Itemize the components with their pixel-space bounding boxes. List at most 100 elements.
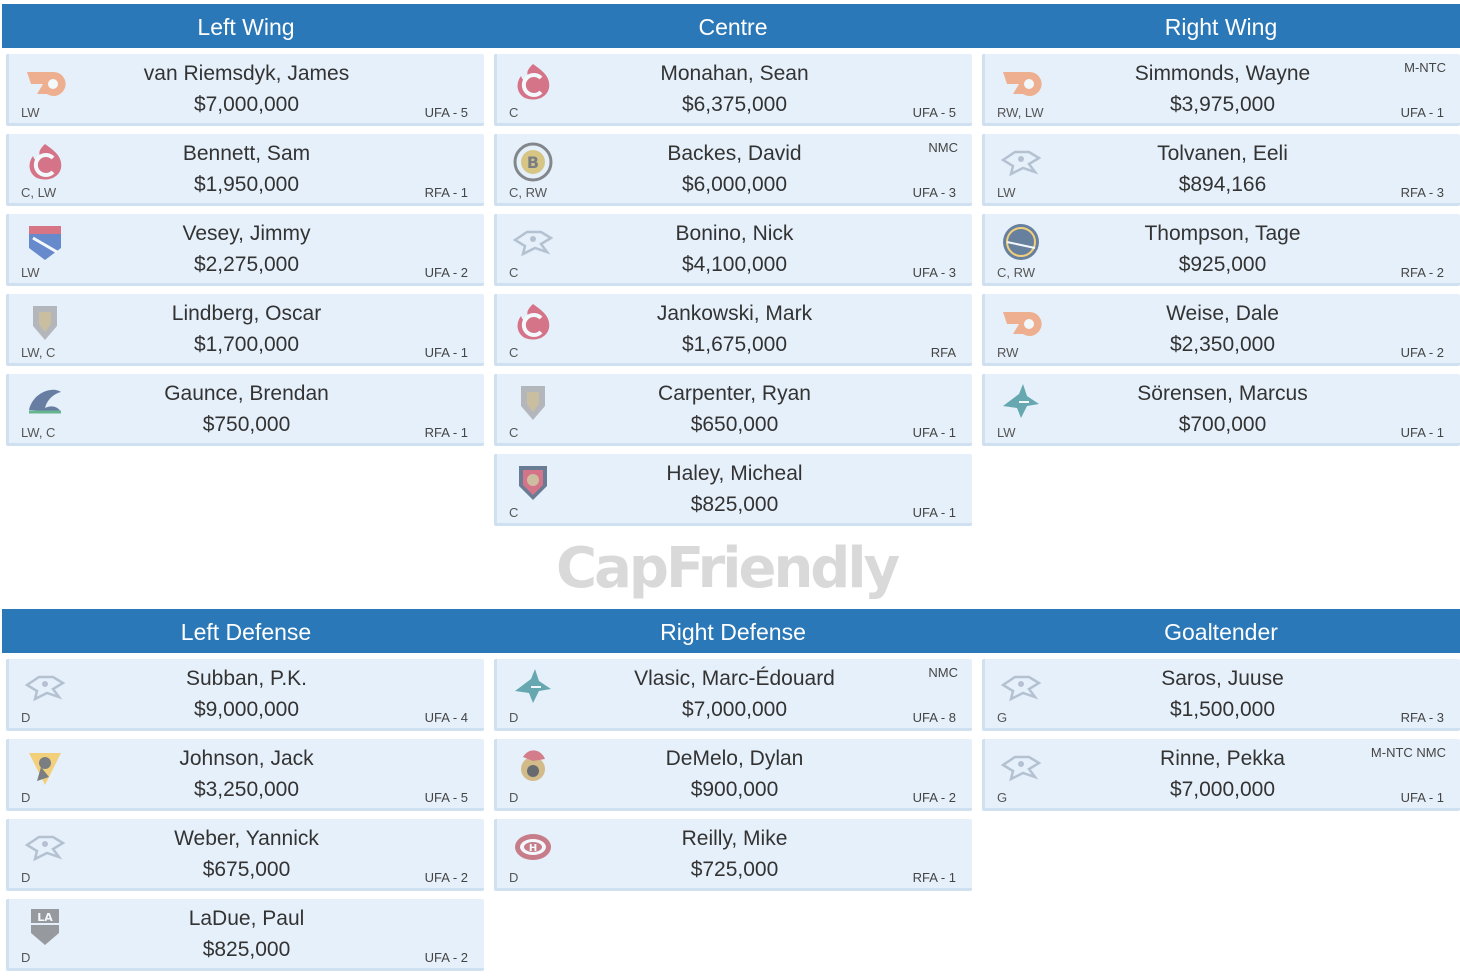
player-name[interactable]: Bonino, Nick: [675, 222, 794, 245]
player-position: RW: [997, 345, 1019, 360]
flyers-logo-icon: [999, 62, 1043, 102]
player-card[interactable]: RW Weise, Dale $2,350,000 UFA - 2: [982, 294, 1460, 366]
player-position: LW, C: [21, 345, 56, 360]
player-name[interactable]: Carpenter, Ryan: [658, 382, 811, 405]
player-card[interactable]: C, RW Thompson, Tage $925,000 RFA - 2: [982, 214, 1460, 286]
player-salary: $675,000: [202, 858, 291, 881]
player-name[interactable]: DeMelo, Dylan: [665, 747, 804, 770]
player-name[interactable]: Simmonds, Wayne: [1134, 62, 1311, 85]
player-position: G: [997, 710, 1008, 725]
flyers-logo-icon: [23, 62, 67, 102]
player-card[interactable]: D Vlasic, Marc-Édouard $7,000,000 UFA - …: [494, 659, 972, 731]
header-right-wing: Right Wing: [1164, 14, 1278, 40]
player-card[interactable]: LW Tolvanen, Eeli $894,166 RFA - 3: [982, 134, 1460, 206]
player-position: LW, C: [21, 425, 56, 440]
player-name[interactable]: Reilly, Mike: [681, 827, 788, 850]
rangers-logo-icon: [23, 222, 67, 262]
svg-text:H: H: [529, 843, 537, 854]
player-card[interactable]: C Bonino, Nick $4,100,000 UFA - 3: [494, 214, 972, 286]
contract-status: RFA - 2: [1400, 265, 1444, 280]
player-name[interactable]: Vlasic, Marc-Édouard: [634, 667, 835, 690]
player-name[interactable]: Johnson, Jack: [179, 747, 314, 770]
player-card[interactable]: C Carpenter, Ryan $650,000 UFA - 1: [494, 374, 972, 446]
column-centre: C Monahan, Sean $6,375,000 UFA - 5 B C, …: [494, 54, 972, 534]
column-right-wing: RW, LW Simmonds, Wayne $3,975,000 UFA - …: [982, 54, 1460, 454]
player-salary: $7,000,000: [193, 93, 300, 116]
player-card[interactable]: LW van Riemsdyk, James $7,000,000 UFA - …: [6, 54, 484, 126]
player-card[interactable]: C Jankowski, Mark $1,675,000 RFA: [494, 294, 972, 366]
flames-logo-icon: [511, 302, 555, 342]
contract-status: UFA - 3: [912, 185, 956, 200]
column-left-wing: LW van Riemsdyk, James $7,000,000 UFA - …: [6, 54, 484, 454]
player-name[interactable]: LaDue, Paul: [188, 907, 305, 930]
player-position: RW, LW: [997, 105, 1044, 120]
player-card[interactable]: G Saros, Juuse $1,500,000 RFA - 3: [982, 659, 1460, 731]
defense-header-band: Left Defense Right Defense Goaltender: [2, 609, 1460, 653]
contract-status: RFA - 1: [424, 185, 468, 200]
player-card[interactable]: LW, C Lindberg, Oscar $1,700,000 UFA - 1: [6, 294, 484, 366]
player-card[interactable]: C, LW Bennett, Sam $1,950,000 RFA - 1: [6, 134, 484, 206]
canucks-logo-icon: [23, 382, 67, 422]
player-name[interactable]: Saros, Juuse: [1161, 667, 1284, 690]
player-salary: $3,250,000: [193, 778, 300, 801]
player-name[interactable]: Weise, Dale: [1166, 302, 1279, 325]
player-card[interactable]: C Monahan, Sean $6,375,000 UFA - 5: [494, 54, 972, 126]
player-name[interactable]: Haley, Micheal: [666, 462, 803, 485]
player-card[interactable]: D Weber, Yannick $675,000 UFA - 2: [6, 819, 484, 891]
player-name[interactable]: Subban, P.K.: [185, 667, 308, 690]
player-salary: $7,000,000: [681, 698, 788, 721]
player-name[interactable]: Jankowski, Mark: [656, 302, 813, 325]
contract-status: UFA - 1: [1400, 105, 1444, 120]
player-name[interactable]: Backes, David: [667, 142, 802, 165]
contract-status: RFA: [930, 345, 956, 360]
svg-text:LA: LA: [37, 911, 53, 924]
player-name[interactable]: van Riemsdyk, James: [143, 62, 350, 85]
contract-status: UFA - 2: [912, 790, 956, 805]
player-salary: $1,700,000: [193, 333, 300, 356]
header-left-wing: Left Wing: [197, 14, 295, 40]
player-card[interactable]: D DeMelo, Dylan $900,000 UFA - 2: [494, 739, 972, 811]
player-salary: $825,000: [202, 938, 291, 961]
player-card[interactable]: LA D LaDue, Paul $825,000 UFA - 2: [6, 899, 484, 971]
player-salary: $825,000: [690, 493, 779, 516]
predators-logo-icon: [999, 747, 1043, 787]
player-card[interactable]: LW Vesey, Jimmy $2,275,000 UFA - 2: [6, 214, 484, 286]
contract-status: UFA - 5: [424, 105, 468, 120]
player-position: D: [21, 950, 31, 965]
player-name[interactable]: Rinne, Pekka: [1160, 747, 1285, 770]
player-card[interactable]: C Haley, Micheal $825,000 UFA - 1: [494, 454, 972, 526]
player-salary: $2,275,000: [193, 253, 300, 276]
predators-logo-icon: [23, 667, 67, 707]
player-card[interactable]: LW Sörensen, Marcus $700,000 UFA - 1: [982, 374, 1460, 446]
contract-status: UFA - 2: [1400, 345, 1444, 360]
player-name[interactable]: Thompson, Tage: [1144, 222, 1301, 245]
player-card[interactable]: D Johnson, Jack $3,250,000 UFA - 5: [6, 739, 484, 811]
player-card[interactable]: H D Reilly, Mike $725,000 RFA - 1: [494, 819, 972, 891]
player-name[interactable]: Weber, Yannick: [174, 827, 319, 850]
player-name[interactable]: Lindberg, Oscar: [171, 302, 322, 325]
player-position: D: [509, 790, 519, 805]
player-card[interactable]: RW, LW Simmonds, Wayne $3,975,000 UFA - …: [982, 54, 1460, 126]
contract-status: UFA - 1: [424, 345, 468, 360]
predators-logo-icon: [511, 222, 555, 262]
sharks-logo-icon: [999, 382, 1043, 422]
player-position: C: [509, 265, 519, 280]
player-card[interactable]: B C, RW Backes, David $6,000,000 UFA - 3…: [494, 134, 972, 206]
player-name[interactable]: Monahan, Sean: [660, 62, 809, 85]
player-card[interactable]: G Rinne, Pekka $7,000,000 UFA - 1 M-NTC …: [982, 739, 1460, 811]
capfriendly-watermark: CapFriendly: [556, 536, 900, 601]
player-card[interactable]: LW, C Gaunce, Brendan $750,000 RFA - 1: [6, 374, 484, 446]
player-name[interactable]: Sörensen, Marcus: [1137, 382, 1308, 405]
player-position: C, LW: [21, 185, 57, 200]
player-name[interactable]: Bennett, Sam: [182, 142, 311, 165]
player-name[interactable]: Gaunce, Brendan: [164, 382, 329, 405]
player-name[interactable]: Vesey, Jimmy: [182, 222, 311, 245]
player-salary: $1,675,000: [681, 333, 788, 356]
header-goaltender: Goaltender: [1164, 619, 1278, 645]
kings-logo-icon: LA: [23, 907, 67, 947]
player-name[interactable]: Tolvanen, Eeli: [1157, 142, 1288, 165]
player-salary: $900,000: [690, 778, 779, 801]
player-salary: $894,166: [1178, 173, 1267, 196]
player-card[interactable]: D Subban, P.K. $9,000,000 UFA - 4: [6, 659, 484, 731]
flames-logo-icon: [23, 142, 67, 182]
